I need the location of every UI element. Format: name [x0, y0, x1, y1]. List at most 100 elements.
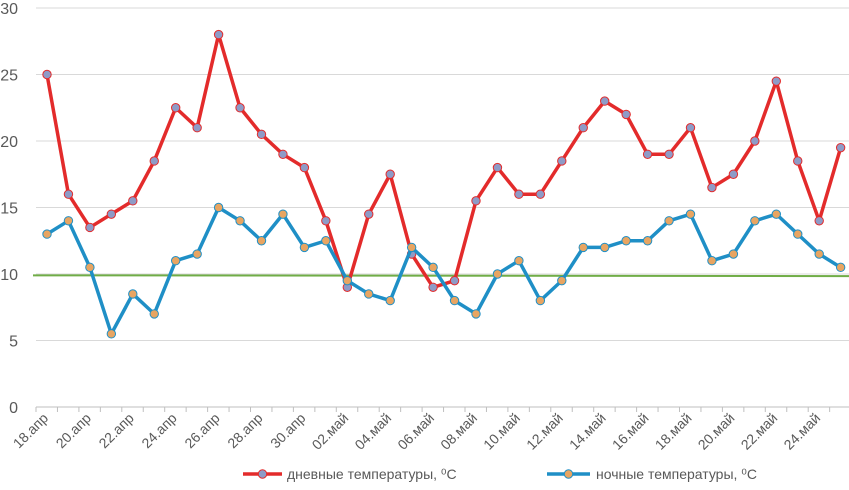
data-point	[278, 149, 288, 160]
y-tick-label: 30	[0, 1, 18, 18]
data-point	[814, 249, 824, 259]
legend-item: ночные температуры, ⁰С	[547, 466, 757, 482]
data-point	[771, 76, 781, 86]
x-tick-label: 10.май	[480, 410, 523, 453]
data-point	[621, 109, 631, 120]
data-point	[235, 103, 245, 113]
data-point	[106, 329, 117, 339]
data-point	[256, 236, 267, 246]
legend-label: дневные температуры, ⁰С	[287, 466, 457, 482]
data-point	[256, 129, 267, 140]
data-point	[793, 229, 803, 239]
data-point	[149, 156, 159, 166]
data-point	[364, 209, 374, 219]
gridlines	[36, 7, 849, 341]
data-point	[85, 222, 95, 233]
data-point	[449, 275, 460, 286]
x-tick-label: 06.май	[394, 410, 437, 453]
data-point	[750, 216, 760, 226]
data-point	[514, 256, 524, 266]
data-point	[600, 242, 610, 253]
data-point	[321, 236, 331, 246]
data-point	[63, 189, 74, 199]
x-tick-label: 16.май	[609, 410, 652, 453]
x-tick-label: 30.апр	[267, 410, 309, 452]
y-tick-label: 15	[0, 201, 18, 218]
x-tick-label: 24.апр	[138, 410, 180, 452]
data-point	[213, 202, 224, 213]
x-axis-tick-labels: 18.апр 20.апр 22.апр 24.апр 26.апр 28.апр 30.а…	[10, 410, 824, 453]
data-point	[235, 216, 245, 226]
data-point	[728, 169, 739, 179]
data-point	[171, 103, 181, 113]
legend: дневные температуры, ⁰С ночные температур…	[243, 466, 757, 482]
y-tick-label: 25	[0, 68, 18, 85]
data-point	[128, 196, 138, 206]
x-tick-label: 02.май	[308, 410, 351, 453]
x-tick-label: 20.май	[695, 410, 738, 453]
data-point	[42, 69, 52, 80]
data-point	[278, 209, 288, 219]
data-point	[835, 142, 846, 153]
reference-line-layer	[32, 274, 849, 278]
data-point	[385, 295, 395, 306]
x-tick-label: 08.май	[437, 410, 480, 453]
x-tick-label: 22.май	[737, 410, 780, 453]
legend-marker	[257, 469, 268, 479]
legend-item: дневные температуры, ⁰С	[243, 466, 457, 482]
data-point	[406, 242, 417, 253]
data-point	[299, 162, 310, 173]
series-2	[42, 202, 846, 339]
data-point	[621, 236, 631, 246]
data-point	[771, 209, 781, 219]
data-point	[428, 262, 438, 273]
data-point	[814, 216, 824, 226]
series-line	[45, 32, 843, 290]
data-point	[835, 262, 846, 273]
y-tick-label: 20	[0, 134, 18, 151]
data-point	[685, 123, 696, 133]
data-point	[664, 149, 674, 160]
reference-line	[32, 274, 849, 278]
data-point	[321, 216, 331, 226]
data-point	[299, 242, 310, 253]
data-point	[106, 209, 117, 219]
data-point	[171, 256, 181, 266]
x-tick-label: 12.май	[523, 410, 566, 453]
y-tick-label: 5	[9, 334, 18, 351]
data-point	[578, 123, 588, 133]
data-point	[449, 295, 460, 306]
data-point	[642, 236, 653, 246]
data-point	[471, 196, 481, 206]
data-point	[492, 162, 503, 173]
series-1	[42, 29, 846, 292]
data-point	[85, 262, 95, 273]
data-point	[428, 282, 438, 292]
data-point	[192, 249, 202, 259]
data-point	[535, 295, 546, 306]
data-point	[707, 256, 717, 266]
data-point	[707, 182, 717, 193]
data-point	[385, 169, 395, 179]
data-point	[364, 289, 374, 299]
y-tick-label: 10	[0, 267, 18, 284]
x-axis	[35, 406, 849, 412]
data-point	[793, 156, 803, 166]
data-point	[514, 189, 524, 199]
data-point	[149, 309, 159, 319]
y-axis-tick-labels: 0 5 10 15 20 25 30	[0, 1, 18, 417]
data-point	[42, 229, 52, 239]
series-line	[45, 205, 843, 336]
x-tick-label: 24.май	[780, 410, 823, 453]
data-point	[492, 269, 503, 279]
data-point	[578, 242, 588, 253]
x-tick-label: 18.май	[652, 410, 695, 453]
x-tick-label: 04.май	[351, 410, 394, 453]
data-point	[750, 136, 760, 146]
data-point	[557, 156, 567, 166]
legend-marker	[563, 469, 574, 479]
data-point	[63, 216, 74, 226]
data-point	[471, 309, 481, 319]
x-tick-label: 20.апр	[53, 410, 95, 452]
